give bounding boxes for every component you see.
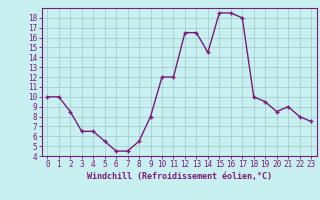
X-axis label: Windchill (Refroidissement éolien,°C): Windchill (Refroidissement éolien,°C) [87, 172, 272, 181]
